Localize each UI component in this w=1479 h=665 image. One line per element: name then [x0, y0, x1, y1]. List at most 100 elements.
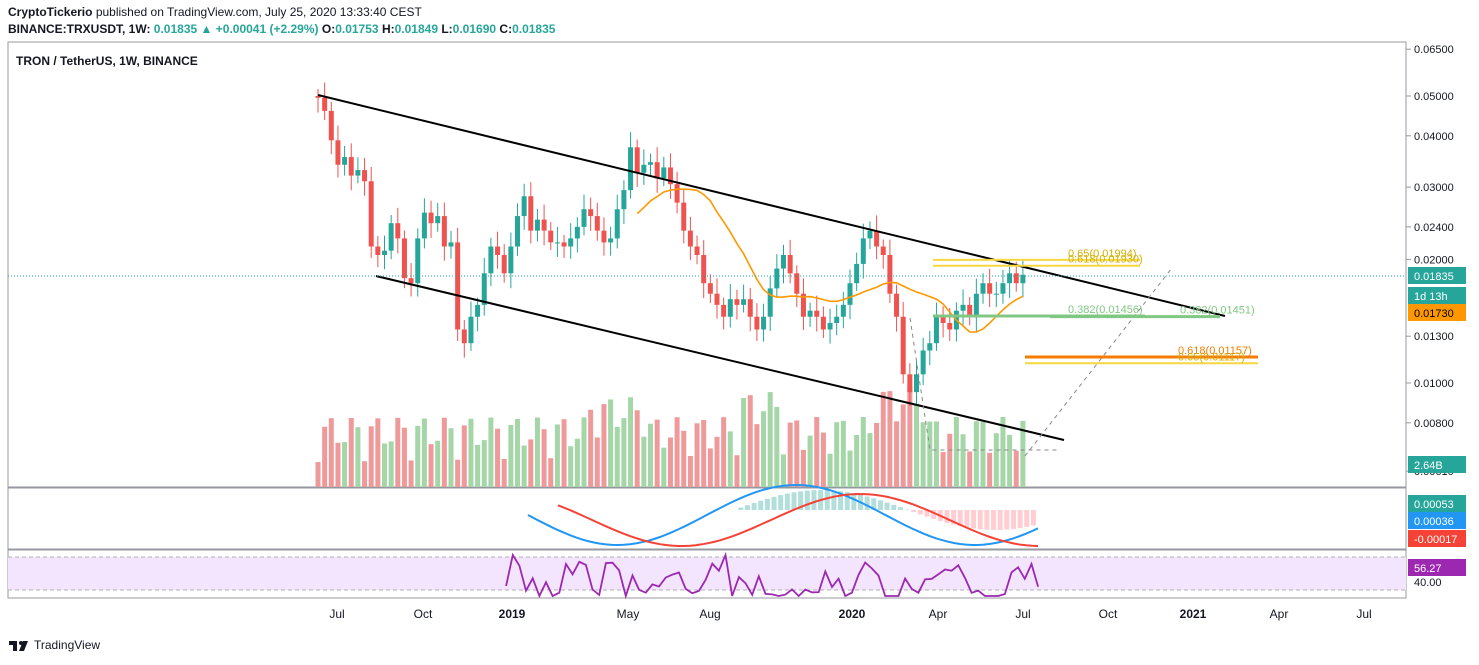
candle-body — [761, 316, 767, 330]
upper-trendline[interactable] — [317, 94, 1226, 317]
volume-bar — [574, 438, 580, 487]
macd-histogram-bar — [917, 510, 923, 515]
volume-bar — [734, 455, 740, 487]
candle-body — [993, 293, 999, 295]
volume-bar — [820, 432, 826, 487]
candle-body — [594, 216, 600, 231]
low-value: 0.01690 — [452, 22, 497, 36]
volume-bar — [880, 391, 886, 487]
macd-histogram-bar — [744, 505, 750, 510]
macd-histogram-bar — [931, 510, 937, 519]
time-axis[interactable]: Jul Oct 2019 May Aug 2020 Apr Jul Oct 2021 Apr Jul — [329, 607, 1371, 621]
volume-bar — [428, 444, 434, 487]
price-tick-label: 0.01000 — [1414, 378, 1454, 390]
footer-brand[interactable]: TradingView — [8, 638, 100, 652]
candle-body — [907, 374, 913, 393]
volume-bar — [854, 435, 860, 487]
volume-bar — [661, 447, 667, 487]
volume-label: 2.64B — [1414, 460, 1443, 472]
volume-bar — [727, 431, 733, 487]
candle-body — [401, 238, 407, 279]
volume-bar — [993, 433, 999, 487]
candle-body — [714, 293, 720, 305]
candle-body — [521, 196, 527, 217]
candle-body — [541, 219, 547, 231]
volume-bar — [541, 429, 547, 487]
volume-bar — [634, 410, 640, 487]
volume-bar — [481, 440, 487, 487]
macd-histogram-bar — [1024, 510, 1030, 527]
candle-body — [661, 167, 667, 179]
volume-bar — [368, 426, 374, 487]
candle-body — [601, 230, 607, 243]
volume-bar — [528, 439, 534, 487]
author-name[interactable]: CryptoTickerio — [8, 5, 93, 19]
macd-histogram-bar — [1010, 510, 1016, 529]
volume-bar — [980, 421, 986, 487]
candle-body — [495, 246, 501, 255]
candle-body — [900, 316, 906, 375]
candle-body — [435, 216, 441, 224]
volume-bar — [375, 418, 381, 487]
current-price-label: 0.01835 — [1414, 271, 1454, 283]
candles — [315, 82, 1026, 406]
time-tick-label: Oct — [1099, 607, 1118, 621]
macd-histogram-bar — [811, 490, 817, 510]
candle-body — [455, 242, 461, 330]
volume-bar — [328, 418, 334, 487]
volume-bar — [707, 448, 713, 487]
candle-body — [920, 350, 926, 375]
volume-bar — [701, 419, 707, 487]
candle-body — [867, 230, 873, 239]
macd-histogram-bar — [798, 491, 804, 510]
volume-bar — [767, 392, 773, 487]
macd-indicator — [527, 483, 1039, 547]
open-value: 0.01753 — [335, 22, 379, 36]
macd-histogram-bar — [784, 493, 790, 510]
volume-bar — [747, 395, 753, 487]
candle-body — [894, 293, 900, 317]
volume-bar — [920, 422, 926, 487]
macd-histogram-bar — [944, 510, 950, 523]
macd-histogram-bar — [738, 507, 744, 510]
price-tick-label: 0.01300 — [1414, 331, 1454, 343]
volume-bar — [874, 422, 880, 487]
price-axis[interactable]: 0.06500 0.05000 0.04000 0.03000 0.02400 0.020… — [1406, 44, 1466, 589]
candle-body — [681, 202, 687, 231]
ma-price-label-badge — [1408, 304, 1466, 321]
volume-bar — [621, 418, 627, 487]
volume-bar — [781, 454, 786, 487]
main-pane[interactable] — [7, 41, 1407, 488]
volume-bar — [495, 428, 501, 487]
candle-body — [448, 242, 454, 247]
macd-histogram-bar — [791, 492, 797, 510]
volume-bar — [554, 424, 560, 487]
volume-bar — [395, 417, 401, 487]
volume-bar — [588, 409, 594, 487]
volume-bar — [1000, 417, 1006, 487]
moving-average-line — [636, 188, 1024, 333]
macd-histogram-bar — [997, 510, 1003, 530]
macd-pane[interactable] — [7, 487, 1407, 550]
close-value: 0.01835 — [512, 22, 556, 36]
volume-bar — [488, 417, 494, 487]
volume-bar — [834, 422, 840, 487]
volume-bar — [641, 436, 647, 487]
volume-bar — [521, 445, 527, 487]
volume-bar — [960, 434, 966, 487]
volume-bar — [947, 433, 953, 487]
candle-body — [461, 329, 467, 344]
candle-body — [927, 343, 933, 351]
lower-trendline[interactable] — [375, 275, 1065, 441]
macd-histogram-bar — [871, 498, 877, 510]
volume-bar — [362, 461, 368, 487]
symbol[interactable]: BINANCE:TRXUSDT, 1W — [8, 22, 147, 36]
macd-line-label-badge — [1408, 512, 1466, 529]
volume-bar — [794, 420, 800, 487]
candle-body — [840, 304, 846, 317]
volume-bar — [468, 418, 474, 487]
rsi-level-label: 40.00 — [1414, 577, 1442, 589]
candle-body — [581, 209, 587, 227]
volume-bar — [515, 418, 520, 487]
